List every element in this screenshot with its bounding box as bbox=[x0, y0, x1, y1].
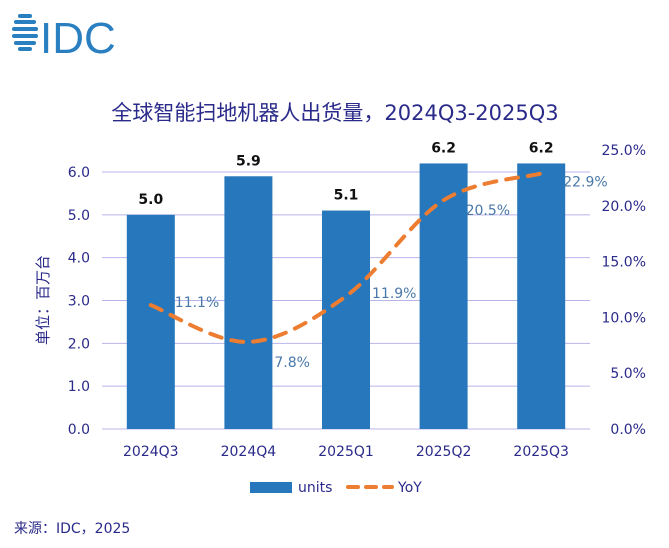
x-tick-label: 2024Q4 bbox=[221, 444, 277, 460]
left-tick-label: 5.0 bbox=[68, 208, 90, 224]
x-tick-label: 2025Q3 bbox=[513, 444, 569, 460]
legend-units-label: units bbox=[298, 480, 332, 496]
logo-stripe bbox=[12, 27, 38, 31]
x-tick-label: 2025Q2 bbox=[416, 444, 472, 460]
right-tick-label: 20.0% bbox=[602, 199, 646, 215]
yoy-value-label: 7.8% bbox=[274, 355, 310, 371]
legend-units-swatch bbox=[250, 482, 292, 493]
logo-text: IDC bbox=[40, 14, 116, 63]
x-tick-label: 2024Q3 bbox=[123, 444, 179, 460]
legend-yoy-label: YoY bbox=[397, 480, 422, 496]
left-tick-label: 2.0 bbox=[68, 336, 90, 352]
bar-value-label: 5.1 bbox=[334, 188, 359, 204]
yoy-value-label: 11.9% bbox=[372, 286, 416, 302]
right-tick-label: 15.0% bbox=[602, 255, 646, 271]
x-tick-label: 2025Q1 bbox=[318, 444, 374, 460]
logo-stripe bbox=[18, 47, 32, 51]
right-tick-label: 10.0% bbox=[602, 310, 646, 326]
legend: units YoY bbox=[250, 480, 422, 496]
right-tick-label: 25.0% bbox=[602, 143, 646, 159]
yoy-value-label: 20.5% bbox=[466, 203, 510, 219]
bar-2024Q4 bbox=[224, 176, 273, 429]
left-tick-label: 4.0 bbox=[68, 251, 90, 267]
logo-stripe bbox=[14, 20, 36, 24]
yoy-line bbox=[148, 171, 544, 344]
source-note: 来源：IDC，2025 bbox=[14, 521, 130, 537]
bar-2025Q2 bbox=[419, 163, 468, 429]
bar-2025Q3 bbox=[517, 163, 566, 429]
left-tick-label: 3.0 bbox=[68, 294, 90, 310]
left-tick-label: 0.0 bbox=[68, 422, 90, 438]
yoy-value-label: 11.1% bbox=[175, 295, 219, 311]
yoy-value-label: 22.9% bbox=[563, 174, 607, 190]
idc-logo: IDC bbox=[12, 14, 116, 63]
bar-value-label: 5.0 bbox=[138, 192, 163, 208]
bar-2024Q3 bbox=[126, 214, 175, 429]
left-tick-label: 6.0 bbox=[68, 165, 90, 181]
logo-stripe bbox=[18, 14, 32, 18]
right-tick-label: 0.0% bbox=[610, 422, 646, 438]
bar-value-label: 5.9 bbox=[236, 153, 261, 169]
left-tick-label: 1.0 bbox=[68, 379, 90, 395]
logo-stripe bbox=[12, 34, 38, 38]
bar-2025Q1 bbox=[322, 210, 370, 429]
bar-value-label: 6.2 bbox=[529, 140, 554, 156]
right-tick-label: 5.0% bbox=[610, 366, 646, 382]
bar-value-label: 6.2 bbox=[431, 140, 456, 156]
chart-title: 全球智能扫地机器人出货量，2024Q3-2025Q3 bbox=[111, 101, 558, 125]
y-axis-label: 单位：百万台 bbox=[34, 255, 52, 345]
logo-stripe bbox=[14, 41, 36, 45]
